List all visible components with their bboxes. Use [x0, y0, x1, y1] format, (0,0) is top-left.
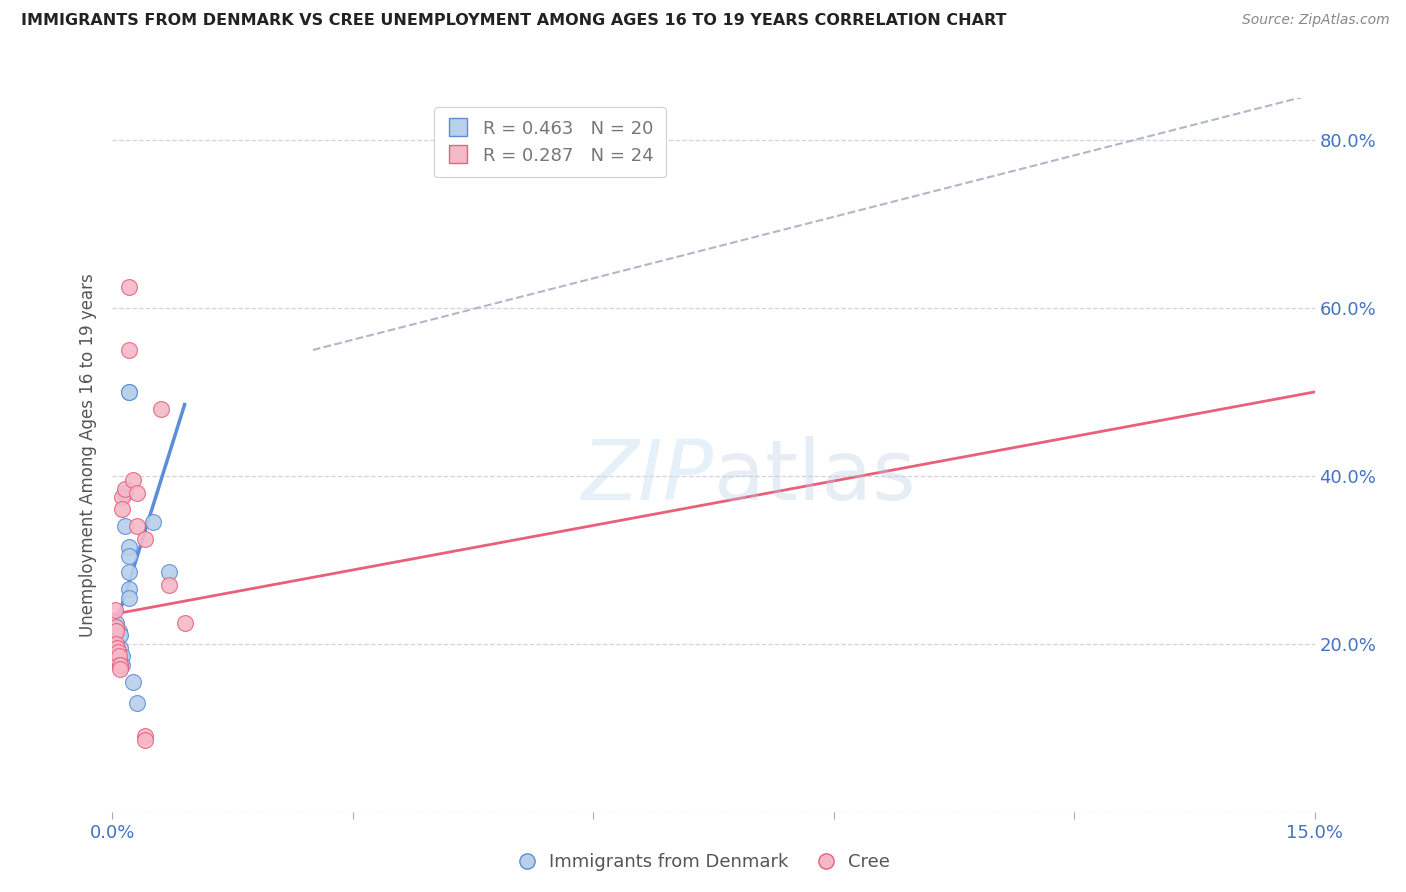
- Text: 0.287: 0.287: [517, 161, 569, 178]
- Point: [117, 384, 139, 399]
- Text: N =: N =: [564, 161, 614, 178]
- Point: [110, 640, 132, 655]
- Point: [121, 674, 143, 689]
- Point: [157, 566, 180, 580]
- Point: [117, 280, 139, 294]
- Point: [110, 628, 132, 642]
- Point: [117, 549, 139, 563]
- Point: [117, 384, 139, 399]
- Text: 20: 20: [612, 136, 637, 154]
- Point: [114, 482, 136, 496]
- Text: R =: R =: [467, 136, 506, 154]
- Point: [134, 729, 156, 743]
- Text: 0.463: 0.463: [517, 136, 569, 154]
- Point: [105, 615, 128, 630]
- Text: ZIP: ZIP: [582, 436, 713, 516]
- Point: [111, 649, 134, 664]
- Point: [105, 637, 128, 651]
- Text: IMMIGRANTS FROM DENMARK VS CREE UNEMPLOYMENT AMONG AGES 16 TO 19 YEARS CORRELATI: IMMIGRANTS FROM DENMARK VS CREE UNEMPLOY…: [21, 13, 1007, 29]
- Point: [110, 662, 132, 676]
- Text: R =: R =: [467, 161, 506, 178]
- Point: [107, 645, 129, 659]
- Legend: Immigrants from Denmark, Cree: Immigrants from Denmark, Cree: [509, 847, 897, 879]
- Point: [105, 624, 128, 639]
- Point: [117, 541, 139, 555]
- Point: [117, 566, 139, 580]
- Point: [134, 532, 156, 546]
- Point: [157, 578, 180, 592]
- Point: [121, 473, 143, 487]
- Point: [173, 615, 195, 630]
- Point: [110, 649, 132, 664]
- Legend: R = 0.463   N = 20, R = 0.287   N = 24: R = 0.463 N = 20, R = 0.287 N = 24: [434, 107, 666, 178]
- Point: [108, 624, 131, 639]
- Text: atlas: atlas: [713, 436, 915, 516]
- Point: [125, 485, 148, 500]
- Text: Source: ZipAtlas.com: Source: ZipAtlas.com: [1241, 13, 1389, 28]
- Point: [149, 401, 172, 416]
- Point: [105, 640, 128, 655]
- Text: 24: 24: [612, 161, 637, 178]
- Point: [110, 657, 132, 672]
- Point: [111, 502, 134, 516]
- Point: [117, 591, 139, 605]
- Point: [141, 515, 163, 529]
- Point: [108, 649, 131, 664]
- Point: [117, 582, 139, 597]
- Point: [108, 657, 131, 672]
- Text: N =: N =: [564, 136, 614, 154]
- Point: [111, 657, 134, 672]
- Point: [111, 490, 134, 504]
- Point: [114, 519, 136, 533]
- Point: [134, 733, 156, 747]
- Point: [125, 696, 148, 710]
- Point: [125, 519, 148, 533]
- Point: [104, 620, 127, 634]
- Y-axis label: Unemployment Among Ages 16 to 19 years: Unemployment Among Ages 16 to 19 years: [79, 273, 97, 637]
- Point: [114, 485, 136, 500]
- Point: [104, 603, 127, 617]
- Point: [117, 343, 139, 357]
